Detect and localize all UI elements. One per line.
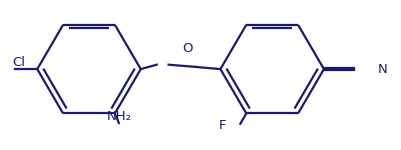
Text: O: O	[182, 42, 193, 55]
Text: F: F	[219, 119, 226, 132]
Text: NH₂: NH₂	[106, 110, 132, 123]
Text: N: N	[378, 63, 387, 76]
Text: Cl: Cl	[12, 56, 25, 69]
